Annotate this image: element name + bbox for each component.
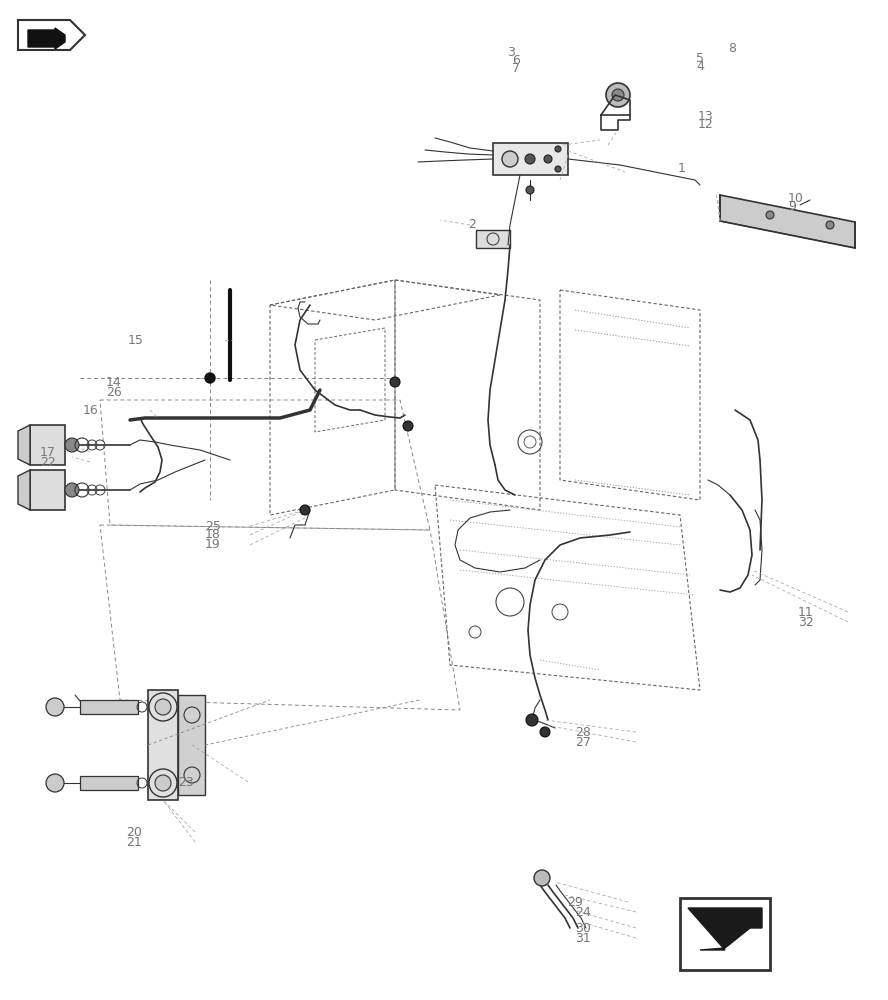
Text: 3: 3 [507, 45, 515, 58]
Text: 24: 24 [575, 906, 591, 918]
Circle shape [403, 421, 413, 431]
Text: 17: 17 [40, 446, 56, 458]
Circle shape [526, 714, 538, 726]
Bar [680, 898, 770, 970]
Text: 18: 18 [205, 528, 221, 542]
Circle shape [555, 146, 561, 152]
Circle shape [155, 699, 171, 715]
Text: 2: 2 [468, 219, 476, 232]
Circle shape [65, 438, 79, 452]
Text: 26: 26 [106, 385, 122, 398]
Text: 27: 27 [575, 736, 591, 748]
Text: 23: 23 [178, 776, 194, 788]
Polygon shape [476, 230, 510, 248]
Text: 21: 21 [126, 836, 142, 848]
Polygon shape [720, 195, 855, 248]
Text: 11: 11 [798, 605, 813, 618]
Circle shape [555, 166, 561, 172]
Circle shape [205, 373, 215, 383]
Text: 13: 13 [698, 109, 714, 122]
Text: 1: 1 [678, 161, 686, 174]
Circle shape [65, 483, 79, 497]
Circle shape [390, 377, 400, 387]
Polygon shape [688, 908, 762, 950]
Polygon shape [80, 700, 138, 714]
Circle shape [826, 221, 834, 229]
Text: 20: 20 [126, 826, 142, 838]
Text: 15: 15 [128, 334, 144, 347]
Text: 25: 25 [205, 520, 221, 532]
Polygon shape [80, 776, 138, 790]
Circle shape [544, 155, 552, 163]
Circle shape [540, 727, 550, 737]
Text: 8: 8 [728, 41, 736, 54]
Text: 12: 12 [698, 118, 714, 131]
Text: 5: 5 [696, 51, 704, 64]
Text: 30: 30 [575, 922, 591, 934]
Text: 29: 29 [567, 896, 583, 908]
Text: 16: 16 [83, 403, 99, 416]
Polygon shape [28, 28, 65, 49]
Circle shape [612, 89, 624, 101]
Text: 31: 31 [575, 932, 591, 944]
Polygon shape [18, 470, 30, 510]
Polygon shape [18, 20, 85, 50]
Polygon shape [493, 143, 568, 175]
Circle shape [502, 151, 518, 167]
Circle shape [766, 211, 774, 219]
Polygon shape [18, 425, 30, 465]
Polygon shape [30, 470, 65, 510]
Circle shape [46, 774, 64, 792]
Circle shape [525, 154, 535, 164]
Text: 4: 4 [696, 60, 704, 74]
Text: 14: 14 [106, 375, 122, 388]
Polygon shape [148, 690, 178, 800]
Circle shape [155, 775, 171, 791]
Text: 19: 19 [205, 538, 221, 552]
Text: 9: 9 [788, 200, 796, 214]
Circle shape [534, 870, 550, 886]
Circle shape [606, 83, 630, 107]
Text: 32: 32 [798, 615, 813, 629]
Text: 22: 22 [40, 456, 56, 468]
Text: 7: 7 [512, 62, 520, 75]
Text: 28: 28 [575, 726, 591, 738]
Circle shape [300, 505, 310, 515]
Circle shape [46, 698, 64, 716]
Polygon shape [30, 425, 65, 465]
Text: 6: 6 [512, 53, 519, 66]
Text: 10: 10 [788, 192, 804, 205]
Polygon shape [178, 695, 205, 795]
Circle shape [526, 186, 534, 194]
